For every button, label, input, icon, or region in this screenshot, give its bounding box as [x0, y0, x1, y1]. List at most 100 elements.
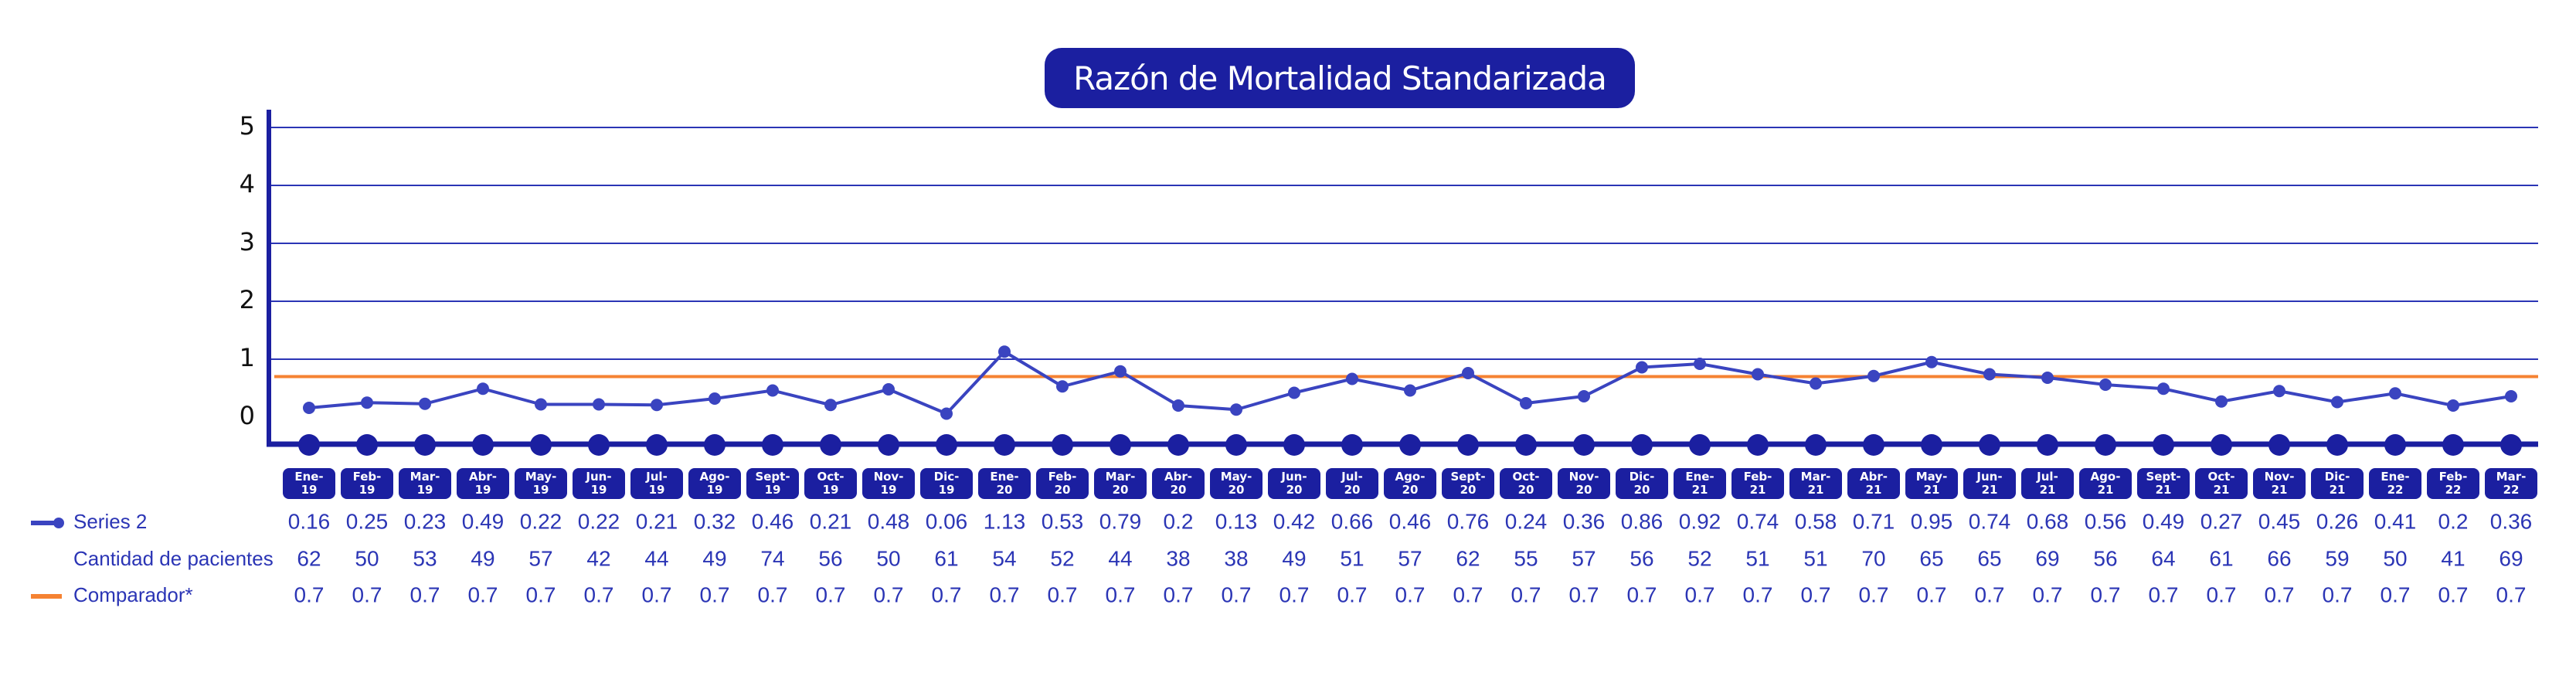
x-axis-marker — [2268, 434, 2290, 456]
x-tick-month: Sept- — [2146, 470, 2180, 484]
x-tick-label: Mar-19 — [399, 468, 451, 499]
y-axis-ticks: 0 1 2 3 4 5 — [240, 111, 255, 430]
table-cell-series-2: 0.49 — [2143, 509, 2185, 533]
x-tick-month: Abr- — [469, 470, 497, 484]
x-tick-label: Dic-21 — [2311, 468, 2364, 499]
table-cell-comparador: 0.7 — [584, 582, 614, 606]
table-cell-series-2: 0.27 — [2200, 509, 2243, 533]
table-cell-comparador: 0.7 — [1627, 582, 1657, 606]
series-2-point — [1056, 380, 1069, 393]
table-cell-comparador: 0.7 — [2033, 582, 2063, 606]
table-cell-series-2: 0.23 — [404, 509, 447, 533]
x-tick-year: 22 — [2445, 483, 2462, 497]
x-axis-marker — [2500, 434, 2522, 456]
x-tick-label: Sept-21 — [2137, 468, 2190, 499]
x-tick-year: 19 — [591, 483, 607, 497]
x-axis-marker — [2442, 434, 2464, 456]
table-cell-pacientes: 74 — [760, 546, 784, 570]
x-tick-year: 20 — [1344, 483, 1361, 497]
table-cell-series-2: 0.58 — [1795, 509, 1837, 533]
x-tick-label: Oct-19 — [804, 468, 857, 499]
table-cell-series-2: 0.45 — [2258, 509, 2301, 533]
x-tick-pill — [746, 468, 799, 499]
table-cell-pacientes: 42 — [586, 546, 610, 570]
x-axis-marker — [994, 434, 1015, 456]
table-cell-comparador: 0.7 — [1801, 582, 1831, 606]
x-tick-pill — [283, 468, 335, 499]
x-tick-pill — [1036, 468, 1089, 499]
series-2-point — [2447, 399, 2459, 412]
x-tick-pill — [457, 468, 509, 499]
x-tick-month: Nov- — [874, 470, 904, 484]
x-tick-label: May-21 — [1905, 468, 1958, 499]
x-tick-year: 19 — [823, 483, 839, 497]
table-cell-series-2: 0.25 — [346, 509, 389, 533]
table-cell-pacientes: 59 — [2325, 546, 2349, 570]
table-cell-series-2: 0.95 — [1911, 509, 1953, 533]
series-2-point — [1694, 358, 1706, 370]
table-cell-pacientes: 41 — [2441, 546, 2465, 570]
table-cell-pacientes: 64 — [2151, 546, 2175, 570]
table-cell-comparador: 0.7 — [700, 582, 730, 606]
series-2-point — [1230, 403, 1242, 416]
x-tick-year: 19 — [301, 483, 318, 497]
table-cell-pacientes: 50 — [876, 546, 900, 570]
x-tick-year: 20 — [1634, 483, 1650, 497]
table-cell-comparador: 0.7 — [2323, 582, 2353, 606]
data-table: 0.16 0.25 0.23 0.49 0.22 0.22 0.21 0.32 0.46 0.21… — [288, 509, 2533, 606]
x-tick-label: Ene-20 — [978, 468, 1031, 499]
series-2-point — [2157, 382, 2170, 396]
x-tick-label: Ago-20 — [1384, 468, 1436, 499]
x-tick-month: Feb- — [353, 470, 382, 484]
x-tick-label: Nov-21 — [2253, 468, 2306, 499]
table-cell-comparador: 0.7 — [932, 582, 962, 606]
table-cell-pacientes: 44 — [1108, 546, 1132, 570]
x-axis-marker — [298, 434, 320, 456]
x-tick-label: Jun-20 — [1268, 468, 1320, 499]
table-cell-comparador: 0.7 — [1917, 582, 1947, 606]
x-tick-label: Feb-19 — [341, 468, 393, 499]
x-tick-year: 20 — [1402, 483, 1419, 497]
x-axis-markers — [298, 434, 2522, 456]
x-tick-month: Jul- — [645, 470, 668, 484]
table-cell-pacientes: 56 — [1630, 546, 1653, 570]
table-cell-series-2: 0.24 — [1505, 509, 1548, 533]
x-axis-marker — [1225, 434, 1247, 456]
series-2-point — [1404, 384, 1416, 397]
table-cell-series-2: 0.86 — [1621, 509, 1664, 533]
series-2-point — [1925, 355, 1938, 368]
series-2-point — [709, 392, 721, 405]
x-tick-month: Dic- — [934, 470, 960, 484]
x-tick-year: 19 — [765, 483, 781, 497]
x-axis-marker — [2037, 434, 2058, 456]
x-tick-label: Sept-20 — [1442, 468, 1494, 499]
table-cell-comparador: 0.7 — [758, 582, 788, 606]
chart-title: Razón de Mortalidad Standarizada — [1045, 48, 1635, 108]
x-tick-label: Ago-21 — [2079, 468, 2132, 499]
x-tick-pill — [862, 468, 915, 499]
series-2-point — [535, 398, 547, 411]
grid-lines — [270, 127, 2538, 360]
table-cell-series-2: 1.13 — [984, 509, 1026, 533]
x-tick-pill — [399, 468, 451, 499]
x-tick-month: Mar- — [1801, 470, 1831, 484]
series-2-point — [1172, 399, 1184, 412]
table-cell-series-2: 0.68 — [2027, 509, 2069, 533]
x-axis-marker — [2326, 434, 2348, 456]
x-axis-marker — [1515, 434, 1537, 456]
table-cell-series-2: 0.76 — [1447, 509, 1490, 533]
table-cell-series-2: 0.16 — [288, 509, 331, 533]
x-tick-pill — [573, 468, 625, 499]
table-cell-pacientes: 56 — [818, 546, 842, 570]
x-tick-year: 21 — [2156, 483, 2172, 497]
x-axis-marker — [704, 434, 726, 456]
table-cell-comparador: 0.7 — [1337, 582, 1368, 606]
x-tick-pill — [1268, 468, 1320, 499]
table-cell-pacientes: 51 — [1340, 546, 1364, 570]
x-tick-pill — [2137, 468, 2190, 499]
x-axis-marker — [646, 434, 668, 456]
x-tick-year: 20 — [1171, 483, 1187, 497]
x-tick-pill — [1442, 468, 1494, 499]
table-cell-pacientes: 62 — [1456, 546, 1480, 570]
x-tick-month: Ene- — [990, 470, 1018, 484]
